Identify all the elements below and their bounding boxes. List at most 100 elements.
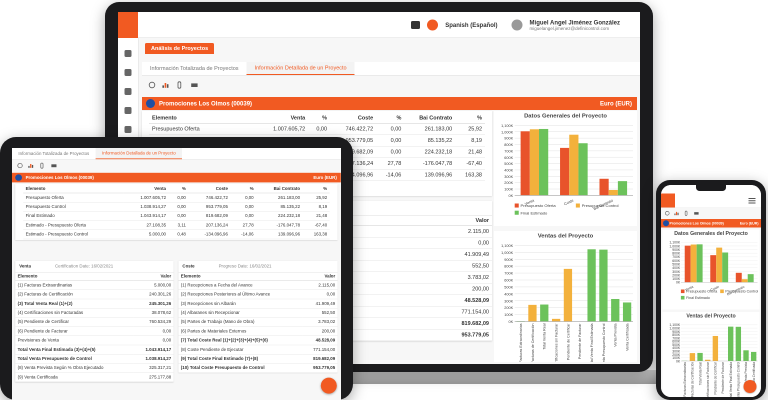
bar	[622, 302, 632, 322]
legend-label: Final Estimado	[686, 296, 710, 300]
toolbar	[17, 162, 57, 169]
table-cell: 38.078,62	[133, 308, 174, 318]
chat-icon[interactable]	[411, 20, 421, 29]
table-row: (6) Pendiente de Facturar 0,00	[15, 326, 174, 336]
table-cell: -14,06	[376, 169, 405, 181]
table-cell: 0,00	[376, 123, 405, 135]
table-cell: 819.682,09	[302, 354, 338, 364]
language[interactable]: Spanish (Español)	[445, 21, 498, 29]
table-cell: Presupuesto Oferta	[23, 193, 124, 203]
action-button[interactable]	[320, 377, 337, 394]
subtab: Información Totalizada de Proyectos	[18, 151, 90, 156]
table-cell: -176.047,78	[256, 220, 303, 231]
y-tick-label: 700K	[672, 336, 681, 340]
data-table: Elemento Valor (1) Facturas Extraordinaria…	[15, 272, 174, 382]
table-cell: 0,00	[168, 202, 189, 212]
table-cell: 85.135,22	[404, 134, 456, 147]
y-tick-label: 1,100K	[501, 244, 514, 248]
legend-swatch	[680, 289, 685, 294]
y-tick-label: 500K	[672, 343, 681, 347]
currency: Euro (EUR)	[739, 221, 759, 226]
subtabs: Información Totalizada de Proyectos Infor…	[142, 62, 640, 76]
chart-icon	[164, 83, 167, 88]
panel: Venta Certification Date: 16/02/2021 Eleme…	[15, 260, 174, 382]
y-tick-label: 100K	[672, 277, 681, 281]
panel-title: Coste	[182, 264, 195, 269]
table-cell: -67,40	[302, 220, 330, 231]
project-name: Promociones Los Olmos (00039)	[25, 175, 94, 180]
table-cell: Presupuesto Control	[23, 202, 124, 212]
table-row: (3) Total Venta Real (1)+(2) 245.301,26	[15, 299, 174, 309]
tab-label[interactable]: Análisis de Proyectos	[151, 45, 209, 52]
table-cell: 953.779,05	[414, 329, 492, 341]
bar	[528, 304, 537, 322]
table-row: (2) Facturas de Certificación 240.301,26	[15, 289, 174, 300]
table-cell: (4) Albaranes sin Recepcionar	[178, 308, 303, 318]
legend-label: Presupuesto Oferta	[521, 203, 557, 208]
y-tick-label: 500K	[504, 285, 513, 289]
column-header: Venta	[258, 113, 309, 124]
x-tick-label: Pendiente de Certificar	[714, 361, 718, 394]
avatar	[511, 19, 523, 31]
chart-title: Datos Generales del Proyecto	[674, 231, 748, 237]
table-cell: (5) Pendiente de Certificar	[15, 317, 134, 327]
table-row: (4) Certificaciones sin Facturadas 38.078…	[15, 308, 174, 318]
column-header: Elemento	[178, 272, 303, 281]
tablet-screen: Información Totalizada de Proyectos Infor…	[12, 148, 341, 400]
action-button[interactable]	[743, 380, 757, 393]
table-cell: 0,00	[230, 202, 257, 212]
logo	[118, 12, 138, 38]
y-tick-label: 400K	[504, 292, 513, 296]
table-cell: 240.301,26	[133, 289, 174, 300]
y-tick-label: 700K	[504, 149, 513, 153]
bar	[697, 352, 703, 361]
chart-icon	[31, 164, 34, 168]
y-tick-label: 1,000K	[669, 244, 680, 248]
y-tick-label: 1,000K	[501, 130, 514, 134]
column-header: %	[308, 113, 331, 124]
table-cell: 0,00	[230, 193, 257, 203]
y-tick-label: 700K	[672, 255, 681, 259]
nav-icon	[124, 88, 132, 95]
print-icon	[694, 212, 699, 215]
bar	[684, 245, 691, 283]
tab: Análisis de Proyectos	[145, 43, 215, 54]
chart-title: Ventas del Proyecto	[686, 314, 735, 320]
project-name: Promociones Los Olmos (00039)	[669, 221, 724, 226]
table-cell: 746.422,72	[330, 123, 377, 135]
table-row: Presupuesto Oferta 1.007.605,72 0,00 746.42…	[149, 123, 485, 135]
table-cell: 85.135,22	[256, 202, 303, 212]
table-cell: (3) Recepciones sin Albarán	[178, 299, 303, 309]
x-tick-label: Facturas Extraordinarias	[683, 362, 687, 397]
y-tick-label: 600K	[504, 156, 513, 160]
chart-icon	[674, 213, 676, 216]
table-cell: 261.183,00	[404, 123, 456, 135]
table-cell: 746.422,72	[188, 193, 231, 203]
legend-label: Presupuesto Control	[725, 290, 758, 294]
table-cell: Estimado - Presupuesto Control	[23, 229, 124, 240]
table-cell: 0,00	[376, 134, 405, 147]
refresh-icon	[148, 81, 156, 89]
print-icon	[191, 83, 198, 87]
table-cell: 21,48	[455, 146, 485, 158]
money-icon	[177, 81, 182, 89]
chart: Datos Generales del Proyecto 0K100K200K30…	[662, 229, 760, 310]
panel-header: Coste Progreso Date: 16/02/2021	[178, 261, 338, 273]
y-tick-label: 300K	[672, 350, 681, 354]
phone-screen: Promociones Los Olmos (00039) Euro (EUR) D…	[661, 185, 761, 397]
table-cell: 5.000,00	[123, 229, 169, 240]
y-tick-label: 700K	[504, 272, 513, 276]
x-tick-label: Total Venta Real	[698, 362, 702, 386]
data-table: Elemento Venta% Coste% Bai Contrato% Presupu…	[23, 184, 330, 240]
table-cell: 552,50	[302, 308, 338, 318]
table-cell: 0,00	[376, 146, 405, 158]
table-cell: 819.682,09	[414, 317, 492, 330]
nav-icon	[124, 126, 132, 133]
bar	[747, 274, 754, 283]
y-tick-label: 100K	[672, 356, 681, 360]
table-cell: 25,92	[455, 123, 485, 135]
y-tick-label: 300K	[672, 270, 681, 274]
menu-line	[748, 198, 756, 199]
